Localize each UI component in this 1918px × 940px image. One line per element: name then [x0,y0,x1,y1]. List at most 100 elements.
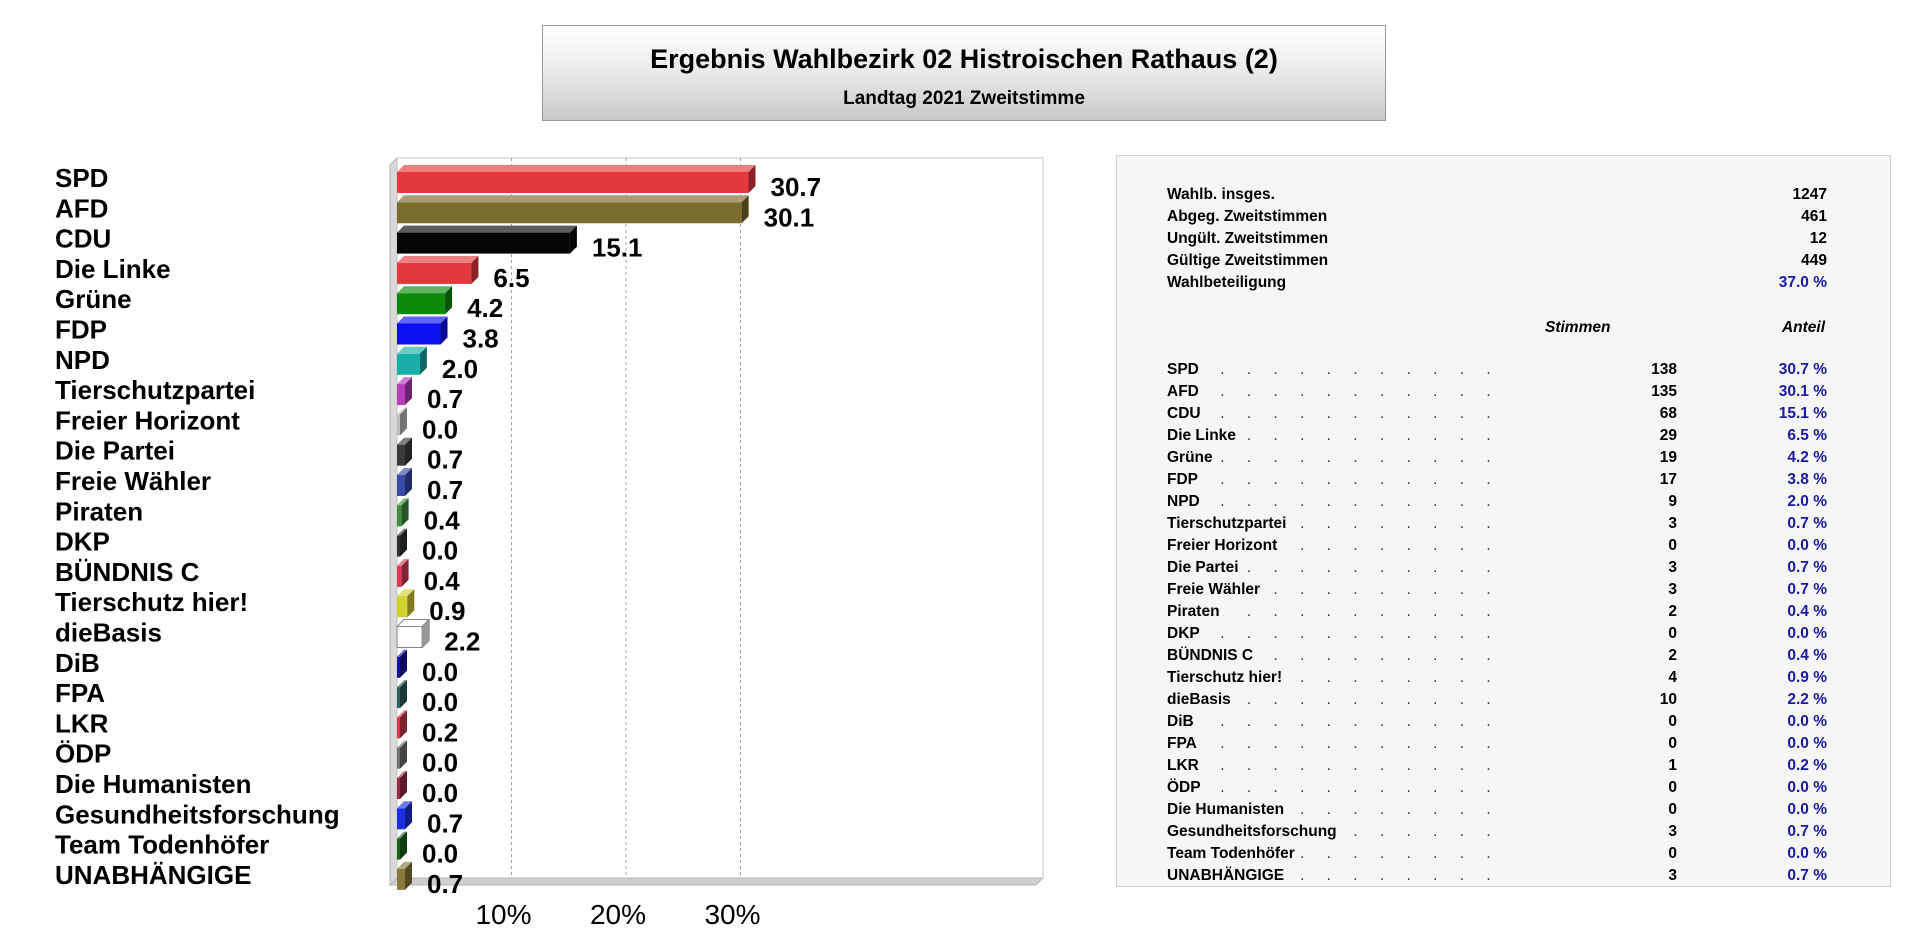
party-share: 0.0 % [1787,801,1827,818]
party-row: . . . . . . . . . . . . . . . . . . . . … [1167,669,1827,691]
bar [397,437,413,466]
bar-front-face [397,535,400,557]
grid-lines [511,158,741,878]
bar-side-face [471,255,479,284]
party-votes: 138 [1651,361,1677,378]
value-label: 0.7 [427,445,463,475]
category-label: UNABHÄNGIGE [55,860,251,890]
party-votes: 0 [1668,537,1677,554]
dot-leader: . . . . . . . . . . . . . . . . . . . . … [1167,779,1507,796]
party-name: NPD [1167,493,1203,511]
party-share: 0.7 % [1787,867,1827,884]
summary-value: 37.0 % [1778,274,1827,291]
party-name: Gesundheitsforschung [1167,823,1340,841]
party-share: 0.0 % [1787,537,1827,554]
category-label: Piraten [55,496,143,526]
party-row: . . . . . . . . . . . . . . . . . . . . … [1167,867,1827,889]
party-share: 0.9 % [1787,669,1827,686]
party-name: Grüne [1167,449,1216,467]
bar [397,649,407,678]
party-votes: 0 [1668,801,1677,818]
bar-front-face [397,172,749,193]
bar-side-face [400,680,407,709]
value-label: 2.0 [442,354,478,384]
bar [397,255,479,284]
party-votes: 2 [1668,603,1677,620]
party-share: 30.7 % [1778,361,1827,378]
bar-front-face [397,505,402,527]
category-label: Tierschutz hier! [55,587,248,617]
value-label: 0.0 [422,536,458,566]
summary-value: 461 [1801,208,1827,225]
party-share: 0.7 % [1787,823,1827,840]
bar-side-face [400,649,407,678]
bar [397,831,407,860]
value-label: 2.2 [444,627,480,657]
party-name: DiB [1167,713,1197,731]
party-name: SPD [1167,361,1202,379]
summary-row: Abgeg. Zweitstimmen 461 [1167,208,1827,230]
party-row: . . . . . . . . . . . . . . . . . . . . … [1167,779,1827,801]
plot-floor [388,877,1045,886]
party-row: . . . . . . . . . . . . . . . . . . . . … [1167,405,1827,427]
bar-side-face [405,377,413,406]
party-name: Die Humanisten [1167,801,1288,819]
value-label: 0.0 [422,687,458,717]
bar [397,861,413,890]
value-label: 30.7 [771,172,822,202]
bar-front-face [397,262,472,284]
x-tick-label: 10% [475,899,531,930]
value-label: 30.1 [764,202,815,232]
bar-side-face [741,195,749,224]
party-name: Tierschutzpartei [1167,515,1290,533]
bar-top-face [397,680,407,688]
party-share: 0.7 % [1787,581,1827,598]
dot-leader: . . . . . . . . . . . . . . . . . . . . … [1167,493,1507,510]
category-label: SPD [55,163,108,193]
party-name: LKR [1167,757,1202,775]
party-share: 2.0 % [1787,493,1827,510]
party-share: 2.2 % [1787,691,1827,708]
bar [397,740,407,769]
bar-front-face [397,778,400,799]
party-share: 0.7 % [1787,515,1827,532]
party-votes: 68 [1659,405,1677,422]
party-votes: 29 [1659,427,1677,444]
bar-top-face [397,346,427,354]
bar [397,528,407,557]
dot-leader: . . . . . . . . . . . . . . . . . . . . … [1167,383,1507,400]
summary-row: Ungült. Zweitstimmen 12 [1167,230,1827,252]
bar-side-face [400,740,407,769]
party-share: 0.0 % [1787,713,1827,730]
party-votes: 0 [1668,735,1677,752]
category-label: LKR [55,708,109,738]
bar-side-face [405,801,413,830]
bar-front-face [397,475,406,496]
bar [397,680,407,709]
bar-side-face [405,861,413,890]
party-row: . . . . . . . . . . . . . . . . . . . . … [1167,449,1827,471]
party-name: dieBasis [1167,691,1234,709]
party-votes: 2 [1668,647,1677,664]
summary-label: Wahlbeteiligung [1167,274,1287,291]
value-label: 3.8 [463,324,499,354]
bar-front-face [397,838,400,860]
bar [397,195,749,224]
chart-title: Ergebnis Wahlbezirk 02 Histroischen Rath… [650,44,1278,74]
bar-side-face [419,346,427,375]
bar-front-face [397,596,408,618]
value-label: 0.7 [427,384,463,414]
summary-label: Ungült. Zweitstimmen [1167,230,1329,247]
category-label: Die Humanisten [55,769,252,799]
party-share: 6.5 % [1787,427,1827,444]
bar-front-face [397,687,400,709]
party-votes: 4 [1668,669,1677,686]
bar-side-face [405,437,413,466]
bar [397,225,577,254]
bar-top-face [397,225,577,233]
chart-title-box: Ergebnis Wahlbezirk 02 Histroischen Rath… [542,25,1386,121]
bar [397,407,407,436]
category-label: CDU [55,224,111,254]
bar [397,286,453,315]
dot-leader: . . . . . . . . . . . . . . . . . . . . … [1167,449,1507,466]
